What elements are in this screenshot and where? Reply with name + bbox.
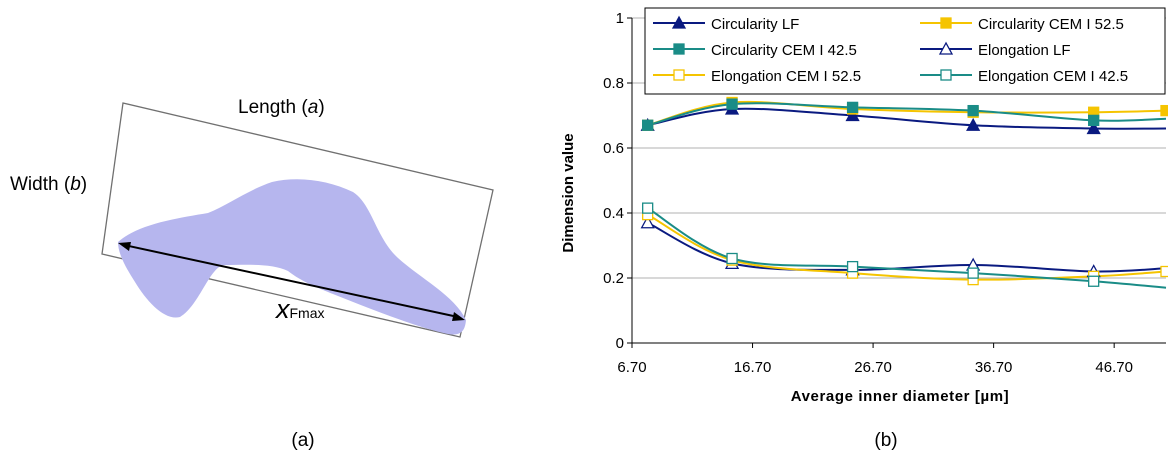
width-label: Width (b) <box>10 174 87 195</box>
panel-b-caption: (b) <box>874 430 897 451</box>
x-tick-label: 16.70 <box>734 359 772 376</box>
legend-items: Circularity LF Circularity CEM I 52.5 Circ… <box>653 15 1128 85</box>
legend: Circularity LF Circularity CEM I 52.5 Circ… <box>644 7 1166 95</box>
data-point-0-3 <box>966 117 981 131</box>
x-tick-label: 36.70 <box>975 359 1013 376</box>
y-tick-label: 1 <box>616 10 624 27</box>
length-label-text: Length ( <box>238 97 308 118</box>
particle-shape <box>118 179 466 335</box>
x-tick-label: 46.70 <box>1095 359 1133 376</box>
legend-swatch-marker <box>673 69 685 81</box>
width-label-var: b <box>70 174 81 195</box>
xfmax-arrowhead-left <box>118 242 131 251</box>
legend-swatch-marker <box>938 41 954 55</box>
data-point-2-2 <box>846 101 859 114</box>
data-point-4-5 <box>1160 265 1168 278</box>
xfmax-label-sub: Fmax <box>290 305 325 321</box>
y-tick-label: 0.4 <box>603 205 624 222</box>
series-markers <box>640 96 1168 287</box>
x-axis-ticks: 6.70 16.70 26.70 36.70 46.70 <box>617 343 1133 376</box>
legend-box <box>644 7 1166 95</box>
length-label-close: ) <box>318 97 324 118</box>
data-point-1-5 <box>1160 104 1168 117</box>
legend-label: Elongation CEM I 42.5 <box>978 68 1128 85</box>
panel-a-caption: (a) <box>291 430 314 451</box>
data-point-5-3 <box>967 267 979 279</box>
length-label-var: a <box>308 97 319 118</box>
width-label-close: ) <box>81 174 87 195</box>
y-axis-label: Dimension value <box>560 133 577 252</box>
x-tick-label: 26.70 <box>854 359 892 376</box>
legend-label: Elongation LF <box>978 42 1071 59</box>
legend-label: Circularity LF <box>711 16 799 33</box>
legend-swatch-marker <box>940 17 952 29</box>
data-point-2-0 <box>642 119 654 131</box>
xfmax-label: xFmax <box>274 294 325 324</box>
data-point-5-1 <box>726 252 738 265</box>
data-point-5-0 <box>642 202 654 214</box>
series-line-3 <box>647 221 1167 273</box>
data-point-2-4 <box>1088 114 1100 127</box>
data-point-0-4 <box>1086 121 1101 135</box>
panel-a: Length (a) Width (b) xFmax (a) <box>10 97 494 451</box>
data-point-5-2 <box>846 260 859 273</box>
legend-label: Circularity CEM I 52.5 <box>978 16 1124 33</box>
panel-b: 00.20.40.60.81 6.70 16.70 26.70 36.70 46.70 … <box>560 7 1168 451</box>
y-tick-label: 0.6 <box>603 140 624 157</box>
legend-label: Elongation CEM I 52.5 <box>711 68 861 85</box>
xfmax-arrowhead-right <box>452 312 465 321</box>
legend-swatch-marker <box>940 69 952 81</box>
width-label-text: Width ( <box>10 174 71 195</box>
data-point-2-1 <box>726 98 738 110</box>
bounding-box <box>101 102 494 338</box>
y-tick-label: 0.8 <box>603 75 624 92</box>
series-lines <box>647 100 1167 289</box>
xfmax-label-x: x <box>274 294 291 324</box>
data-point-2-3 <box>967 104 979 117</box>
legend-swatch-marker <box>671 15 687 29</box>
data-point-0-2 <box>845 108 860 122</box>
length-label: Length (a) <box>238 97 325 118</box>
legend-swatch-marker <box>673 43 685 55</box>
x-tick-label: 6.70 <box>617 359 646 376</box>
legend-label: Circularity CEM I 42.5 <box>711 42 857 59</box>
data-point-5-4 <box>1088 275 1100 287</box>
particle-gap <box>204 305 278 327</box>
y-tick-label: 0 <box>616 335 624 352</box>
y-axis-ticks: 0 0.2 0.4 0.6 0.8 1 <box>603 10 632 352</box>
x-axis-label: Average inner diameter [µm] <box>791 388 1010 405</box>
data-point-3-0 <box>640 215 655 229</box>
y-tick-label: 0.2 <box>603 270 624 287</box>
xfmax-arrow-line <box>123 244 459 318</box>
